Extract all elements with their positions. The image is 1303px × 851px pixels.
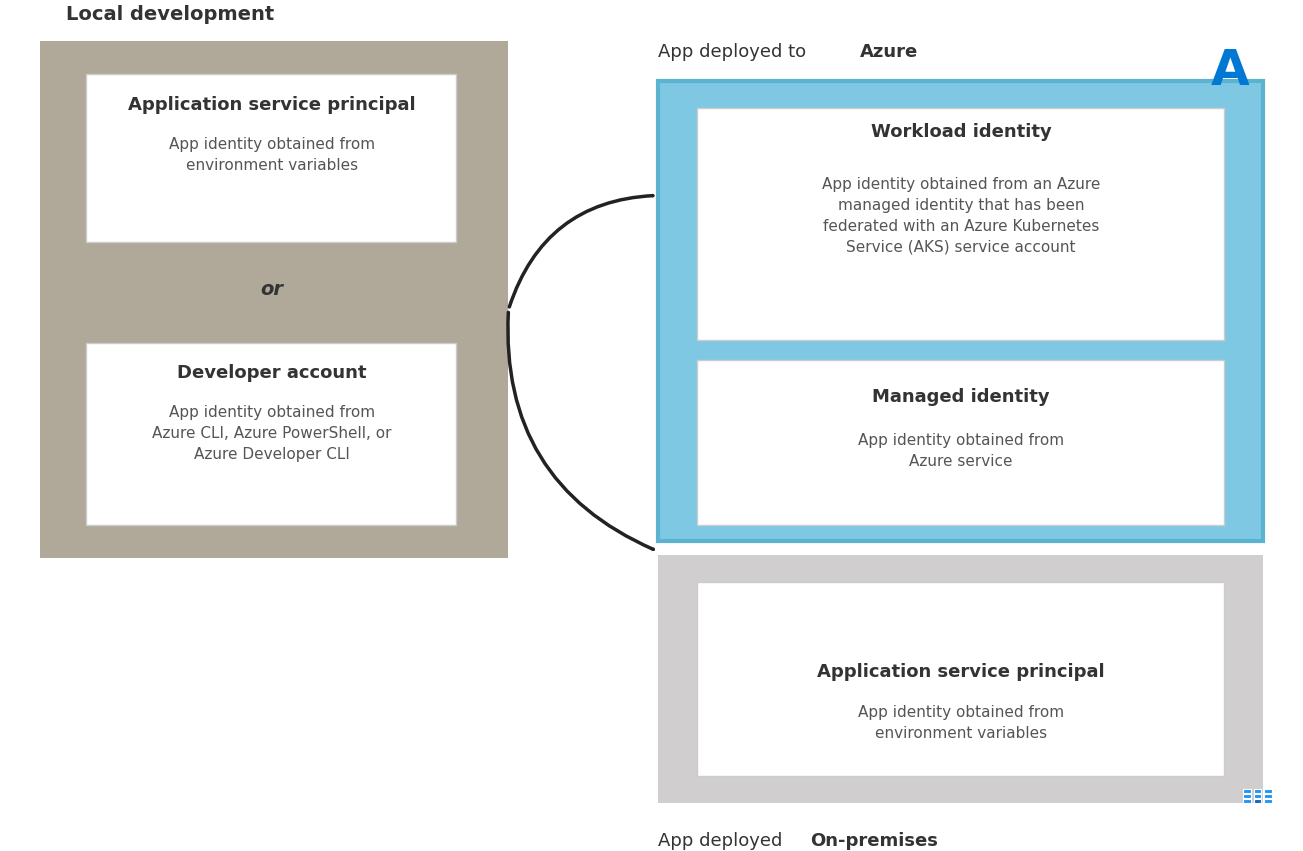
Bar (1253, 799, 1261, 803)
Bar (697, 360, 1224, 524)
Text: Managed identity: Managed identity (872, 388, 1050, 406)
Bar (658, 555, 1263, 803)
Text: Workload identity: Workload identity (870, 123, 1052, 140)
Bar (1253, 794, 1261, 798)
Text: On-premises: On-premises (810, 832, 938, 850)
Bar (1243, 794, 1251, 798)
Text: Developer account: Developer account (177, 364, 366, 382)
Text: App identity obtained from an Azure
managed identity that has been
federated wit: App identity obtained from an Azure mana… (822, 176, 1100, 254)
Text: App identity obtained from
Azure CLI, Azure PowerShell, or
Azure Developer CLI: App identity obtained from Azure CLI, Az… (152, 405, 392, 462)
Text: Application service principal: Application service principal (128, 95, 416, 114)
Text: Local development: Local development (66, 5, 275, 24)
Text: or: or (261, 280, 283, 299)
Text: App identity obtained from
environment variables: App identity obtained from environment v… (857, 705, 1065, 740)
Bar (1264, 789, 1272, 792)
Bar (1264, 794, 1272, 798)
Bar (1243, 789, 1251, 792)
FancyArrowPatch shape (508, 312, 653, 550)
Bar (1264, 799, 1272, 803)
Bar (697, 581, 1224, 776)
Text: App deployed: App deployed (658, 832, 788, 850)
Bar (1243, 799, 1251, 803)
Bar (86, 74, 456, 243)
Bar (658, 81, 1263, 541)
Text: Azure: Azure (860, 43, 917, 61)
Text: App identity obtained from
Azure service: App identity obtained from Azure service (857, 432, 1065, 469)
Bar (697, 108, 1224, 340)
FancyArrowPatch shape (509, 196, 653, 307)
Bar (40, 41, 508, 558)
Text: App identity obtained from
environment variables: App identity obtained from environment v… (169, 137, 375, 173)
Text: Application service principal: Application service principal (817, 663, 1105, 682)
Text: App deployed to: App deployed to (658, 43, 812, 61)
Bar (1253, 789, 1261, 792)
Bar (86, 343, 456, 524)
Text: A: A (1210, 47, 1250, 94)
